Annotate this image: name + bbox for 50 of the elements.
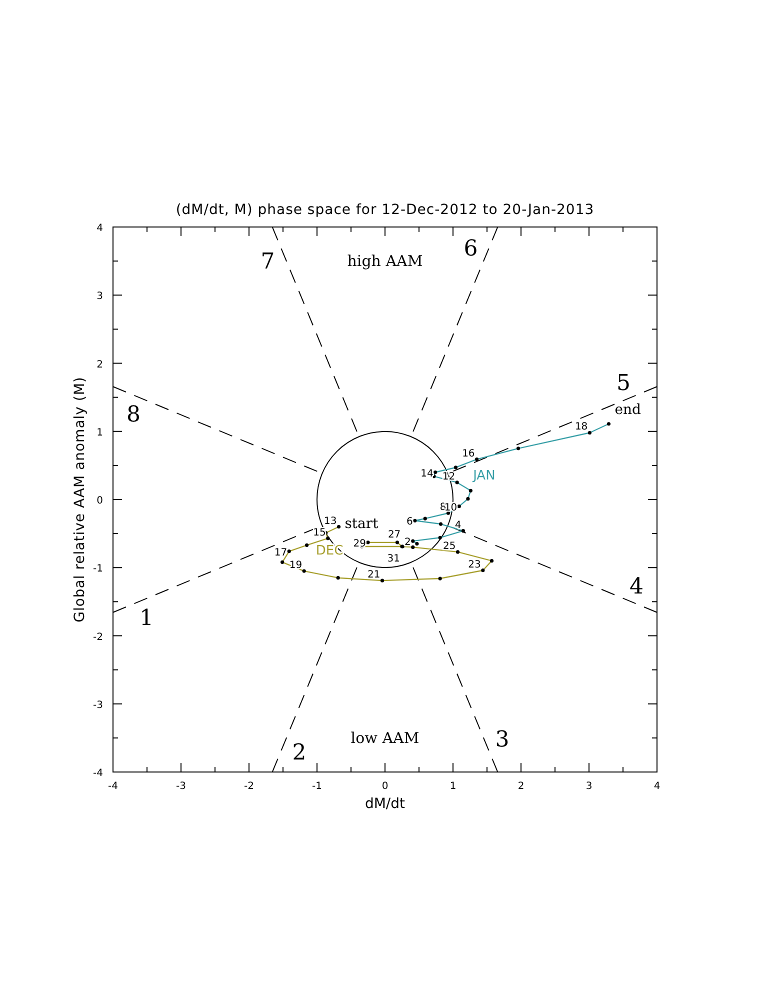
y-tick-label: -4 [93, 768, 103, 779]
annotation: end [614, 402, 642, 418]
annotation: start [344, 516, 379, 532]
annotation: low AAM [350, 728, 420, 747]
annotation: 3 [495, 727, 510, 752]
chart-title: (dM/dt, M) phase space for 12-Dec-2012 to 20-Jan-2013 [176, 202, 594, 218]
y-tick-label: 3 [96, 291, 103, 302]
x-tick-label: 3 [586, 781, 592, 792]
annotation: 4 [630, 574, 644, 600]
annotation: 15 [313, 527, 326, 538]
x-tick-label: -3 [176, 781, 186, 792]
annotation: 2 [292, 740, 306, 766]
y-tick-label: -3 [93, 700, 103, 711]
x-tick-label: 4 [654, 781, 660, 792]
x-tick-label: -2 [244, 781, 254, 792]
x-axis-title: dM/dt [364, 796, 406, 812]
annotation: 13 [324, 516, 337, 527]
annotation: 6 [406, 516, 413, 528]
annotation: 7 [260, 250, 275, 275]
annotation: 2 [404, 537, 411, 548]
annotation: 18 [574, 422, 588, 433]
annotation: 14 [420, 468, 434, 480]
annotation: 21 [368, 570, 380, 581]
annotation: 23 [468, 559, 481, 570]
series-label: JAN [472, 468, 496, 484]
y-tick-label: 1 [96, 427, 103, 438]
x-tick-label: 2 [518, 781, 524, 792]
annotation: 17 [274, 547, 288, 558]
y-tick-label: -2 [93, 632, 103, 643]
x-tick-label: 0 [382, 781, 388, 792]
annotation: 31 [387, 554, 400, 565]
annotation: 5 [616, 371, 631, 396]
y-tick-label: 0 [96, 496, 103, 506]
annotation: 1 [139, 606, 154, 631]
annotation: 4 [454, 520, 462, 531]
annotation: 29 [353, 538, 366, 550]
y-axis-title: Global relative AAM anomaly (M) [72, 376, 88, 622]
y-tick-label: 2 [96, 359, 103, 370]
y-tick-label: -1 [93, 564, 103, 575]
annotation: 16 [462, 448, 475, 460]
annotation: 8 [126, 402, 140, 428]
annotation: 6 [464, 236, 478, 262]
x-tick-label: 1 [450, 781, 456, 792]
x-tick-label: -1 [312, 781, 322, 792]
x-tick-label: -4 [108, 781, 118, 792]
annotation: 27 [388, 530, 401, 541]
y-tick-label: 4 [96, 223, 103, 234]
series-label: DEC [316, 543, 344, 558]
annotation: 25 [443, 540, 456, 552]
annotation: high AAM [347, 252, 423, 270]
